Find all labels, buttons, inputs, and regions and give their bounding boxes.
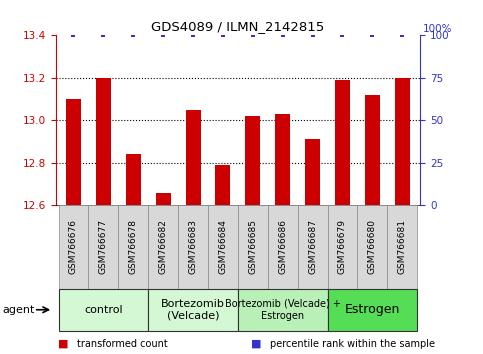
Bar [335,80,350,205]
Bar [365,95,380,205]
Text: Bortezomib
(Velcade): Bortezomib (Velcade) [161,299,225,321]
Text: GSM766685: GSM766685 [248,219,257,274]
Text: GSM766679: GSM766679 [338,219,347,274]
Point [249,33,256,38]
Bar [238,289,327,331]
Text: GSM766678: GSM766678 [129,219,138,274]
Point [219,33,227,38]
Bar [58,205,88,289]
Point [159,33,167,38]
Point [189,33,197,38]
Bar [156,193,170,205]
Text: percentile rank within the sample: percentile rank within the sample [270,339,436,349]
Point [129,33,137,38]
Text: GSM766686: GSM766686 [278,219,287,274]
Bar [395,78,410,205]
Text: GSM766681: GSM766681 [398,219,407,274]
Bar [357,205,387,289]
Point [70,33,77,38]
Bar [215,165,230,205]
Point [99,33,107,38]
Bar [148,205,178,289]
Bar [185,110,200,205]
Text: GSM766680: GSM766680 [368,219,377,274]
Bar [148,289,238,331]
Bar [268,205,298,289]
Text: control: control [84,305,123,315]
Text: 100%: 100% [423,24,452,34]
Bar [58,289,148,331]
Text: GSM766677: GSM766677 [99,219,108,274]
Text: Estrogen: Estrogen [345,303,400,316]
Text: GSM766676: GSM766676 [69,219,78,274]
Point [398,33,406,38]
Bar [327,289,417,331]
Text: GSM766683: GSM766683 [188,219,198,274]
Bar [275,114,290,205]
Bar [88,205,118,289]
Bar [387,205,417,289]
Bar [208,205,238,289]
Bar [118,205,148,289]
Text: GSM766684: GSM766684 [218,219,227,274]
Text: agent: agent [2,305,35,315]
Text: transformed count: transformed count [77,339,168,349]
Text: ■: ■ [58,339,69,349]
Point [279,33,286,38]
Text: GSM766682: GSM766682 [158,219,168,274]
Bar [298,205,327,289]
Bar [305,139,320,205]
Text: GSM766687: GSM766687 [308,219,317,274]
Text: Bortezomib (Velcade) +
Estrogen: Bortezomib (Velcade) + Estrogen [225,299,341,321]
Text: ■: ■ [251,339,262,349]
Bar [126,154,141,205]
Bar [238,205,268,289]
Point [369,33,376,38]
Bar [327,205,357,289]
Bar [66,99,81,205]
Bar [245,116,260,205]
Point [339,33,346,38]
Point [309,33,316,38]
Bar [96,78,111,205]
Title: GDS4089 / ILMN_2142815: GDS4089 / ILMN_2142815 [151,20,325,33]
Bar [178,205,208,289]
